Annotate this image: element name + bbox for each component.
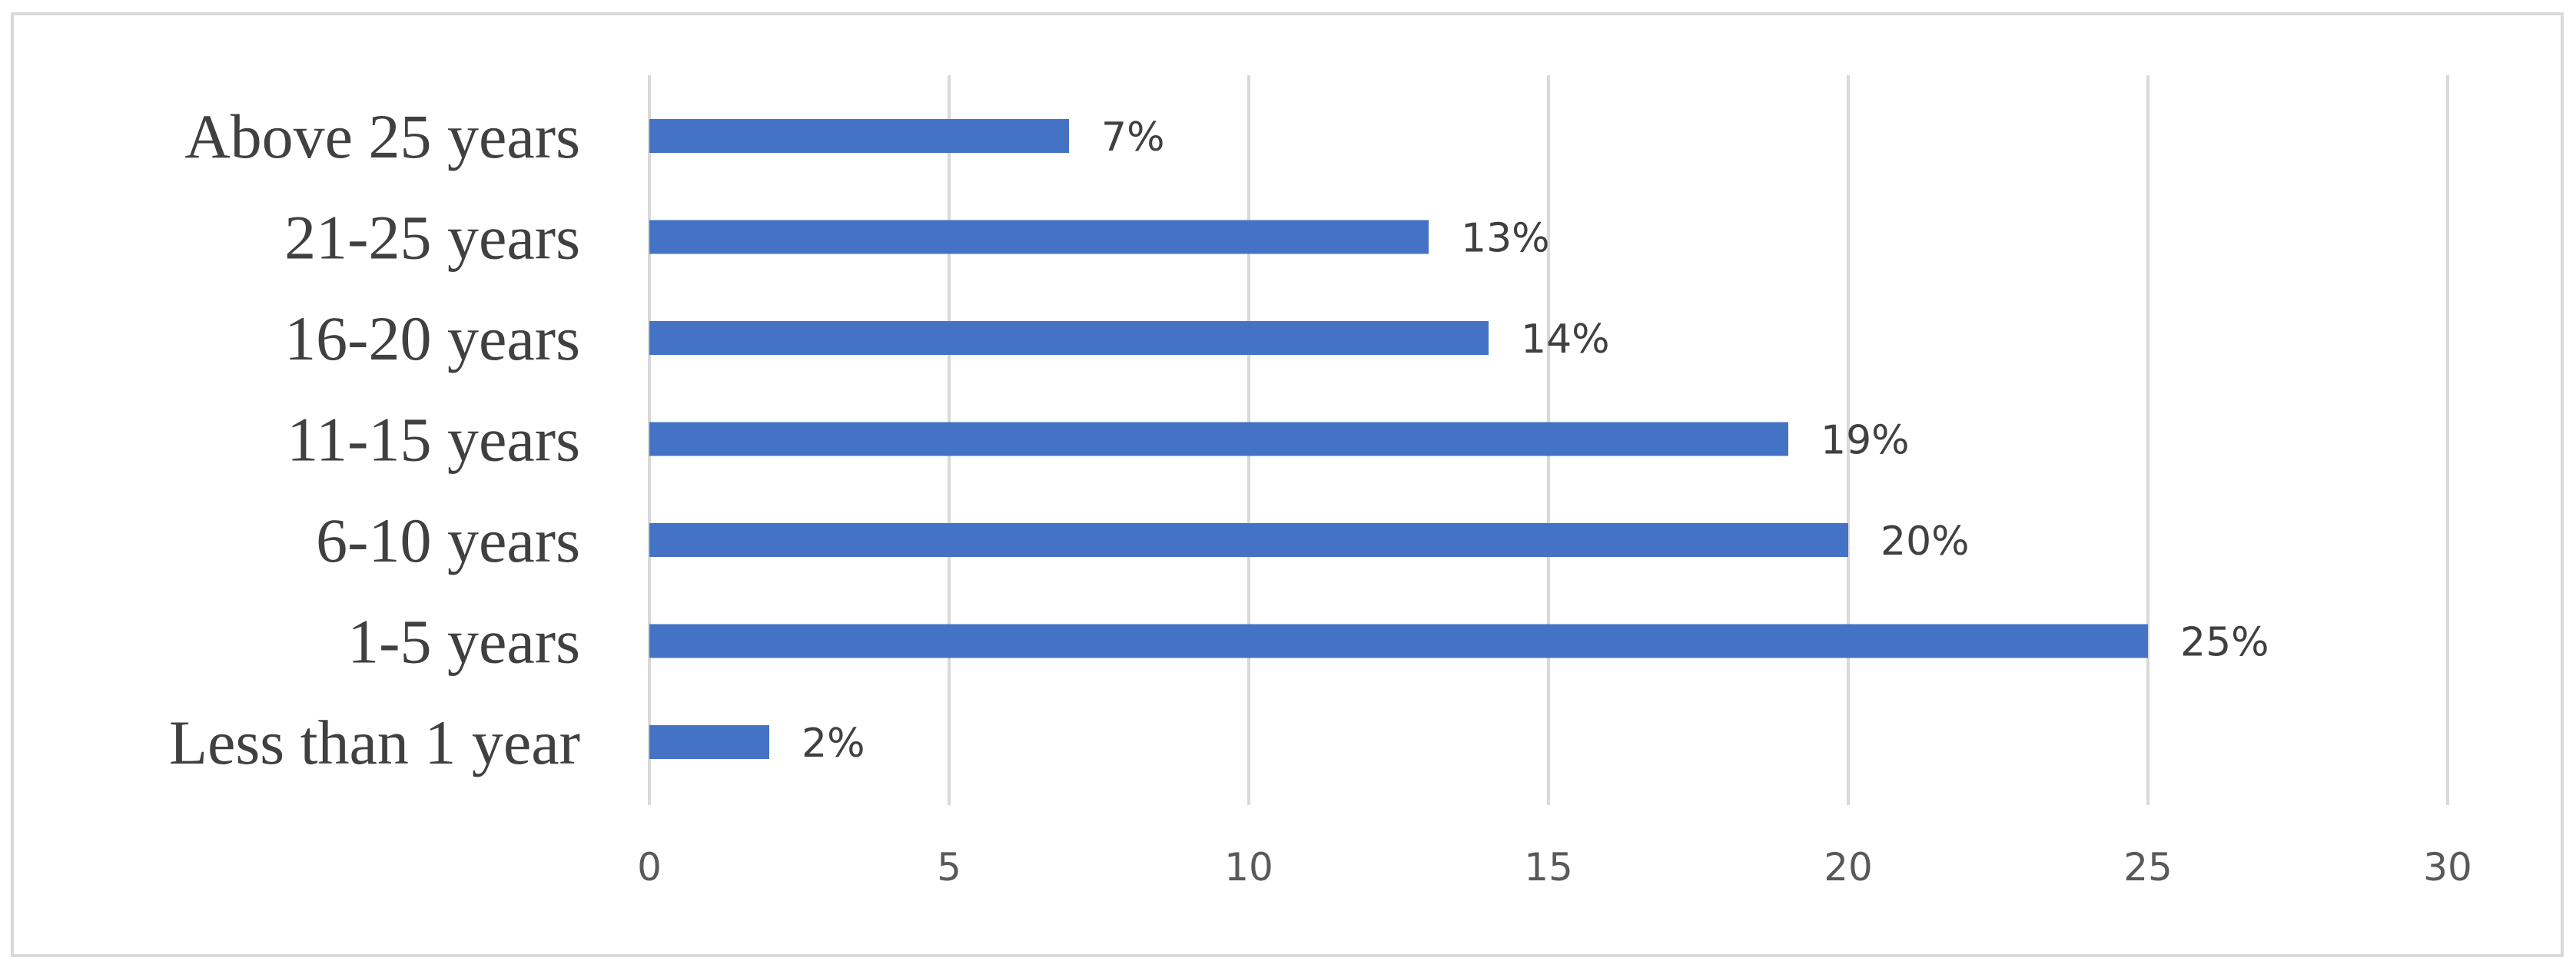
bar bbox=[649, 422, 1788, 456]
bar bbox=[649, 523, 1848, 557]
category-label: Less than 1 year bbox=[169, 708, 580, 777]
data-label: 14% bbox=[1521, 316, 1610, 363]
data-label: 19% bbox=[1821, 418, 1910, 464]
x-tick-label: 10 bbox=[1224, 845, 1273, 890]
bar bbox=[649, 220, 1429, 254]
category-label: 1-5 years bbox=[347, 607, 580, 677]
category-label: 11-15 years bbox=[287, 405, 580, 475]
category-label: Above 25 years bbox=[184, 101, 580, 171]
data-label: 20% bbox=[1881, 519, 1970, 565]
data-labels: 2% 25% 20% 19% 14% 13% 7% bbox=[802, 114, 2269, 767]
bar bbox=[649, 624, 2148, 658]
bar bbox=[649, 725, 769, 759]
bar bbox=[649, 119, 1069, 153]
bars bbox=[649, 119, 2148, 759]
data-label: 25% bbox=[2180, 620, 2269, 666]
category-labels: Less than 1 year 1-5 years 6-10 years 11-15… bbox=[169, 101, 580, 777]
category-label: 6-10 years bbox=[316, 505, 580, 575]
x-tick-label: 30 bbox=[2423, 845, 2472, 890]
x-tick-label: 20 bbox=[1824, 845, 1873, 890]
x-tick-label: 5 bbox=[937, 845, 961, 890]
x-tick-label: 25 bbox=[2123, 845, 2173, 890]
x-tick-label: 15 bbox=[1524, 845, 1573, 890]
data-label: 13% bbox=[1461, 216, 1550, 262]
data-label: 2% bbox=[802, 721, 865, 767]
x-tick-labels: 0 5 10 15 20 25 30 bbox=[637, 845, 2472, 890]
data-label: 7% bbox=[1101, 114, 1165, 161]
chart-frame bbox=[11, 12, 2564, 957]
category-label: 16-20 years bbox=[284, 303, 580, 373]
x-tick-label: 0 bbox=[637, 845, 662, 890]
bar bbox=[649, 321, 1489, 355]
gridlines bbox=[648, 75, 2449, 805]
category-label: 21-25 years bbox=[284, 203, 580, 273]
